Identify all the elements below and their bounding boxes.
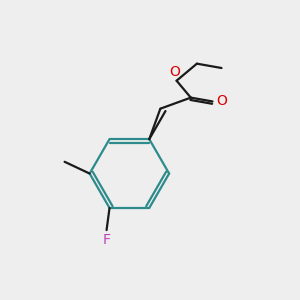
- Text: O: O: [170, 65, 181, 79]
- Text: O: O: [216, 94, 227, 109]
- Text: F: F: [103, 233, 111, 247]
